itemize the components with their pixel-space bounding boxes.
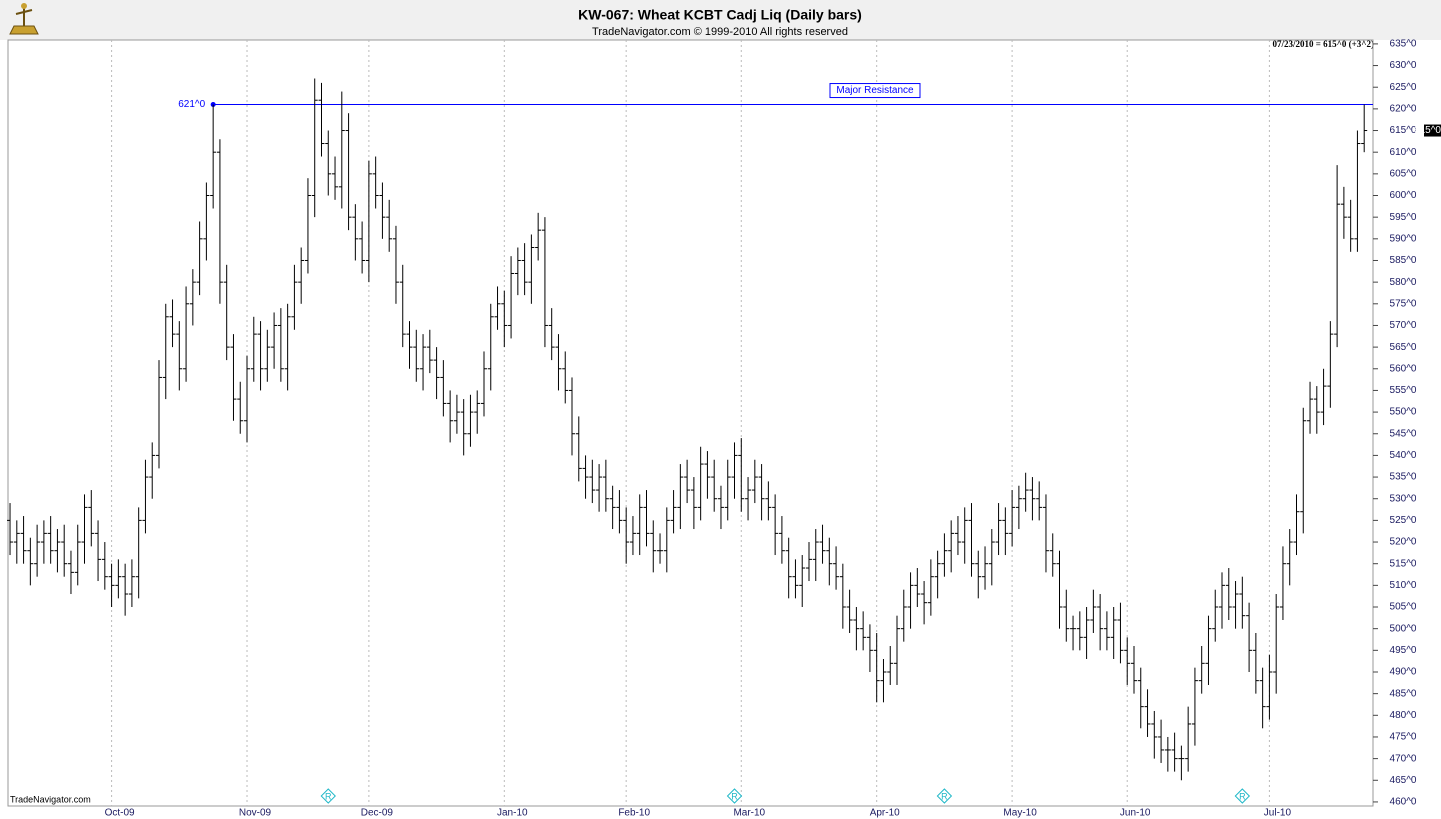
y-tick-label: 510^0 <box>1390 580 1417 591</box>
y-tick-label: 635^0 <box>1390 39 1417 50</box>
y-tick-label: 490^0 <box>1390 667 1417 678</box>
y-tick-label: 550^0 <box>1390 407 1417 418</box>
y-tick-label: 580^0 <box>1390 277 1417 288</box>
y-tick-label: 480^0 <box>1390 710 1417 721</box>
resistance-label: 621^0 <box>178 99 205 110</box>
annotation-box <box>829 83 921 99</box>
y-tick-label: 465^0 <box>1390 775 1417 786</box>
rollover-marker <box>320 788 336 804</box>
watermark: TradeNavigator.com <box>10 794 91 804</box>
info-text: 07/23/2010 = 615^0 (+3^2) <box>1273 39 1374 49</box>
y-tick-label: 595^0 <box>1390 212 1417 223</box>
rollover-marker <box>726 788 743 804</box>
y-tick-label: 600^0 <box>1390 190 1417 201</box>
x-tick-label: Jun-10 <box>1120 808 1151 819</box>
x-tick-label: Feb-10 <box>618 808 650 819</box>
x-tick-label: Mar-10 <box>733 808 765 819</box>
rollover-marker <box>1234 788 1251 804</box>
y-tick-label: 585^0 <box>1390 255 1417 266</box>
y-tick-label: 630^0 <box>1390 60 1417 71</box>
rollover-label: R <box>731 791 738 801</box>
y-tick-label: 525^0 <box>1390 515 1417 526</box>
y-tick-label: 545^0 <box>1390 428 1417 439</box>
y-tick-label: 620^0 <box>1390 104 1417 115</box>
y-tick-label: 610^0 <box>1390 147 1417 158</box>
header-band <box>0 0 1441 40</box>
y-tick-label: 565^0 <box>1390 342 1417 353</box>
x-tick-label: Jan-10 <box>497 808 528 819</box>
x-tick-label: Dec-09 <box>361 808 394 819</box>
y-tick-label: 505^0 <box>1390 602 1417 613</box>
x-tick-label: Jul-10 <box>1264 808 1292 819</box>
last-price-label: 615^0 <box>1414 125 1441 136</box>
rollover-label: R <box>1239 791 1246 801</box>
y-tick-label: 555^0 <box>1390 385 1417 396</box>
y-tick-label: 560^0 <box>1390 363 1417 374</box>
chart-title: KW-067: Wheat KCBT Cadj Liq (Daily bars) <box>578 7 862 23</box>
y-tick-label: 470^0 <box>1390 753 1417 764</box>
y-tick-label: 515^0 <box>1390 558 1417 569</box>
y-tick-label: 530^0 <box>1390 493 1417 504</box>
rollover-label: R <box>325 791 332 801</box>
y-tick-label: 460^0 <box>1390 797 1417 808</box>
y-tick-label: 520^0 <box>1390 537 1417 548</box>
logo <box>9 3 39 35</box>
y-tick-label: 625^0 <box>1390 82 1417 93</box>
y-tick-label: 500^0 <box>1390 623 1417 634</box>
x-tick-label: Nov-09 <box>239 808 272 819</box>
y-tick-label: 605^0 <box>1390 168 1417 179</box>
y-tick-label: 540^0 <box>1390 450 1417 461</box>
y-tick-label: 485^0 <box>1390 688 1417 699</box>
last-price-box <box>1424 124 1441 137</box>
y-tick-label: 590^0 <box>1390 233 1417 244</box>
x-tick-label: May-10 <box>1003 808 1037 819</box>
annotation: Major Resistance <box>836 85 914 96</box>
chart-subtitle: TradeNavigator.com © 1999-2010 All right… <box>592 26 848 38</box>
y-tick-label: 495^0 <box>1390 645 1417 656</box>
rollover-marker <box>936 788 953 804</box>
y-tick-label: 575^0 <box>1390 298 1417 309</box>
y-tick-label: 475^0 <box>1390 732 1417 743</box>
y-tick-label: 570^0 <box>1390 320 1417 331</box>
plot-frame <box>7 39 1374 807</box>
y-tick-label: 615^0 <box>1390 125 1417 136</box>
x-tick-label: Oct-09 <box>105 808 135 819</box>
x-tick-label: Apr-10 <box>870 808 900 819</box>
rollover-label: R <box>941 791 948 801</box>
y-tick-label: 535^0 <box>1390 472 1417 483</box>
